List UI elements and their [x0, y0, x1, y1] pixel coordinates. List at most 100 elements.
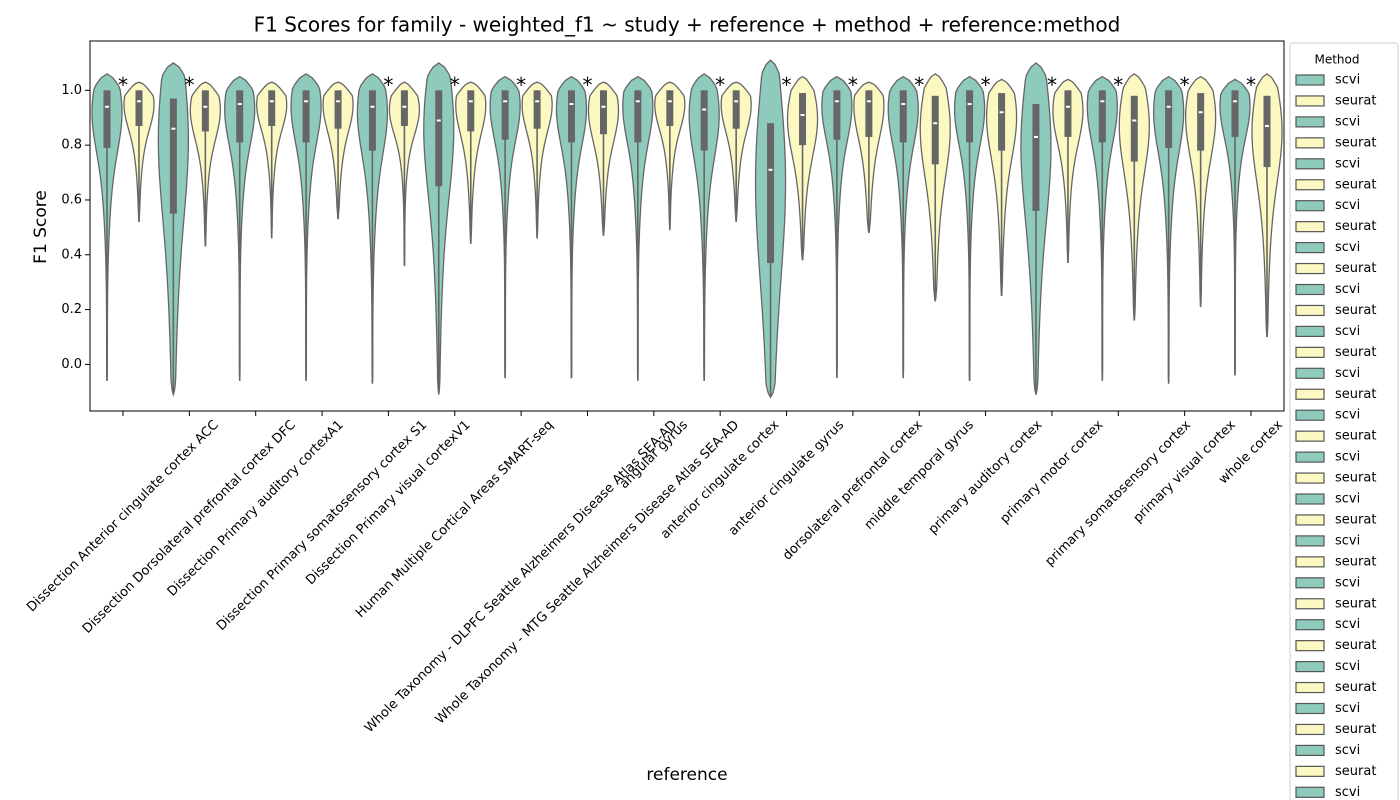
legend-label: seurat — [1335, 135, 1376, 150]
box — [533, 90, 541, 129]
box — [966, 90, 974, 143]
legend-label: scvi — [1335, 73, 1360, 88]
legend-swatch — [1295, 116, 1325, 128]
legend-label: scvi — [1335, 701, 1360, 716]
box — [334, 90, 342, 129]
legend-swatch — [1295, 304, 1325, 317]
significance-marker: * — [914, 73, 924, 97]
box — [368, 90, 376, 151]
legend-swatch — [1295, 598, 1325, 610]
y-tick-label: 0.0 — [61, 357, 82, 372]
legend-swatch — [1295, 577, 1325, 589]
box — [833, 90, 841, 140]
legend-title: Method — [1314, 53, 1359, 67]
y-tick-label: 0.2 — [61, 302, 82, 317]
box — [767, 123, 775, 263]
legend-label: seurat — [1335, 596, 1376, 611]
box — [899, 90, 907, 143]
significance-marker: * — [118, 73, 128, 97]
box — [666, 90, 674, 126]
box — [169, 98, 177, 214]
significance-marker: * — [450, 73, 460, 97]
significance-marker: * — [782, 73, 792, 97]
plot-frame — [89, 40, 1285, 412]
box — [1064, 90, 1072, 137]
box — [236, 90, 244, 143]
legend-label: seurat — [1335, 387, 1376, 402]
legend-swatch — [1295, 723, 1325, 736]
legend-label: scvi — [1335, 743, 1360, 758]
legend-swatch — [1295, 451, 1325, 463]
legend-swatch — [1295, 556, 1325, 568]
legend-swatch — [1295, 158, 1325, 170]
legend-swatch — [1295, 702, 1325, 715]
y-tick-label: 0.6 — [61, 192, 82, 207]
legend-label: scvi — [1335, 156, 1360, 171]
x-tick-label: Whole Taxonomy - MTG Seattle Alzheimers … — [433, 418, 743, 728]
legend-swatch — [1295, 535, 1325, 547]
box — [135, 90, 143, 126]
legend-swatch — [1295, 367, 1325, 379]
box — [799, 93, 807, 146]
x-tick-label: middle temporal gyrus — [862, 418, 977, 533]
legend-label: seurat — [1335, 512, 1376, 527]
box — [931, 95, 939, 165]
significance-marker: * — [981, 73, 991, 97]
box — [1130, 95, 1138, 162]
box — [1032, 104, 1040, 211]
legend-label: seurat — [1335, 429, 1376, 444]
significance-marker: * — [1246, 73, 1256, 97]
y-tick-label: 0.4 — [61, 247, 82, 262]
box — [435, 90, 443, 187]
significance-marker: * — [184, 73, 194, 97]
legend-label: seurat — [1335, 680, 1376, 695]
legend-label: scvi — [1335, 785, 1360, 800]
legend-frame — [1289, 42, 1399, 800]
box — [1263, 95, 1271, 168]
legend-label: scvi — [1335, 324, 1360, 339]
box — [501, 90, 509, 140]
legend-label: scvi — [1335, 282, 1360, 297]
legend-label: seurat — [1335, 93, 1376, 108]
significance-marker: * — [516, 73, 526, 97]
y-tick-label: 1.0 — [61, 83, 82, 98]
significance-marker: * — [715, 73, 725, 97]
legend-label: scvi — [1335, 492, 1360, 507]
box — [467, 90, 475, 132]
box — [732, 90, 740, 129]
legend-label: seurat — [1335, 303, 1376, 318]
legend-label: scvi — [1335, 575, 1360, 590]
significance-marker: * — [1113, 73, 1123, 97]
box — [998, 93, 1006, 151]
box — [865, 90, 873, 137]
legend-label: scvi — [1335, 450, 1360, 465]
legend-swatch — [1295, 619, 1325, 631]
significance-marker: * — [582, 73, 592, 97]
legend-swatch — [1295, 137, 1325, 149]
legend-swatch — [1295, 388, 1325, 400]
legend-swatch — [1295, 346, 1325, 358]
legend-label: seurat — [1335, 345, 1376, 360]
legend-swatch — [1295, 744, 1325, 757]
x-axis-label: reference — [646, 765, 727, 785]
chart-title: F1 Scores for family - weighted_f1 ~ stu… — [254, 13, 1121, 37]
significance-marker: * — [1180, 73, 1190, 97]
y-axis-label: F1 Score — [31, 190, 51, 264]
legend-swatch — [1295, 283, 1325, 296]
significance-marker: * — [383, 73, 393, 97]
legend-swatch — [1295, 74, 1325, 86]
legend-label: seurat — [1335, 764, 1376, 779]
box — [302, 90, 310, 143]
box — [1098, 90, 1106, 143]
significance-marker: * — [848, 73, 858, 97]
legend-swatch — [1295, 242, 1325, 254]
legend-swatch — [1295, 514, 1325, 526]
legend-swatch — [1295, 325, 1325, 337]
legend-label: seurat — [1335, 554, 1376, 569]
legend-label: scvi — [1335, 114, 1360, 129]
legend-swatch — [1295, 786, 1325, 798]
legend-label: scvi — [1335, 617, 1360, 632]
legend-swatch — [1295, 95, 1325, 107]
legend-label: scvi — [1335, 659, 1360, 674]
